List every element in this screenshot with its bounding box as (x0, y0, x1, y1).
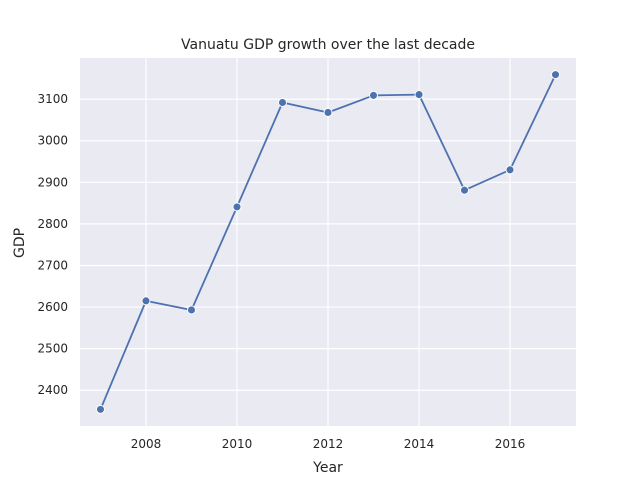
x-tick-label: 2010 (222, 437, 253, 451)
grid-lines (80, 58, 576, 426)
x-tick-label: 2014 (404, 437, 435, 451)
gdp-data-points (96, 70, 560, 414)
y-axis-label: GDP (12, 228, 28, 258)
y-tick-label: 2700 (37, 258, 68, 272)
data-point (141, 296, 151, 306)
x-tick-label: 2016 (495, 437, 526, 451)
data-point (505, 165, 515, 175)
data-point (232, 202, 242, 212)
data-point (369, 90, 378, 100)
data-point (323, 108, 333, 117)
y-tick-label: 2500 (37, 342, 68, 356)
data-point (460, 185, 469, 195)
data-point (278, 98, 287, 107)
y-tick-labels: 2400 2500 2600 2700 2800 2900 3000 3100 (37, 92, 68, 397)
data-point (96, 404, 105, 414)
y-tick-label: 2400 (37, 383, 68, 397)
y-tick-label: 2900 (37, 175, 68, 189)
y-tick-label: 3100 (37, 92, 68, 106)
x-tick-label: 2012 (313, 437, 344, 451)
y-tick-label: 2600 (37, 300, 68, 314)
data-point (187, 305, 196, 315)
x-axis-label: Year (312, 460, 343, 476)
y-tick-label: 3000 (37, 134, 68, 148)
y-tick-label: 2800 (37, 217, 68, 231)
data-point (414, 90, 424, 100)
data-point (551, 70, 560, 80)
x-tick-label: 2008 (131, 437, 162, 451)
x-tick-labels: 2008 2010 2012 2014 2016 (131, 437, 526, 451)
chart-title: Vanuatu GDP growth over the last decade (181, 37, 475, 53)
